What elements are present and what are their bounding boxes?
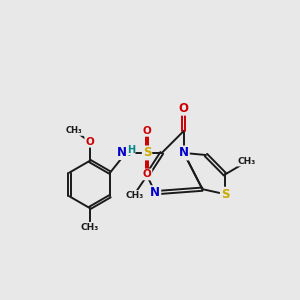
Text: S: S [143, 146, 151, 159]
Text: CH₃: CH₃ [66, 126, 82, 135]
Text: H: H [122, 148, 130, 158]
Text: N: N [179, 146, 189, 159]
Text: CH₃: CH₃ [126, 191, 144, 200]
Text: O: O [85, 137, 94, 147]
Text: S: S [221, 188, 229, 201]
Text: N: N [117, 146, 127, 159]
Text: H: H [127, 145, 135, 155]
Text: O: O [179, 102, 189, 115]
Text: CH₃: CH₃ [80, 223, 99, 232]
Text: O: O [143, 169, 152, 179]
Text: O: O [143, 126, 152, 136]
Text: CH₃: CH₃ [238, 157, 256, 166]
Text: N: N [150, 186, 160, 199]
